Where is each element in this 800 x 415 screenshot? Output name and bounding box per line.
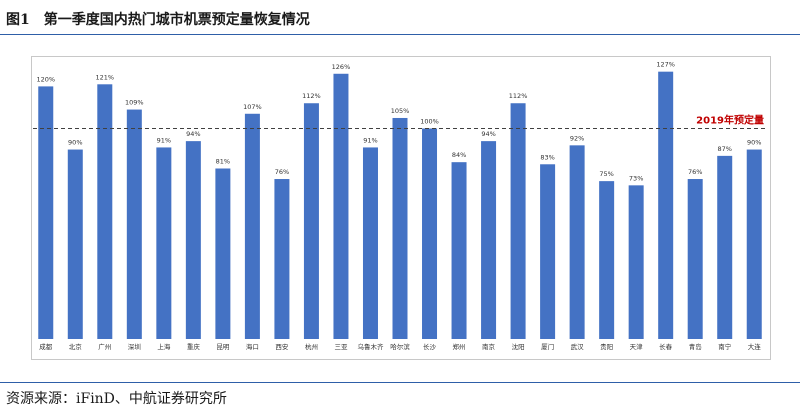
bar-南宁	[717, 155, 733, 339]
value-label-武汉: 92%	[570, 134, 584, 142]
category-label-昆明: 昆明	[216, 343, 230, 351]
bar-厦门	[540, 164, 556, 339]
category-label-广州: 广州	[98, 342, 111, 351]
value-label-沈阳: 112%	[509, 92, 528, 100]
value-label-长春: 127%	[656, 61, 675, 69]
title-bar: 图1 第一季度国内热门城市机票预定量恢复情况	[0, 0, 800, 35]
value-label-广州: 121%	[96, 73, 115, 81]
bar-西安	[274, 179, 290, 339]
value-label-郑州: 84%	[452, 151, 466, 159]
category-label-重庆: 重庆	[187, 342, 201, 351]
value-label-乌鲁木齐: 91%	[363, 136, 377, 144]
footer-divider	[0, 382, 800, 383]
value-label-贵阳: 75%	[599, 170, 613, 178]
value-label-杭州: 112%	[302, 92, 321, 100]
bar-上海	[156, 147, 172, 339]
category-label-天津: 天津	[630, 343, 644, 351]
category-label-三亚: 三亚	[334, 343, 348, 351]
category-label-贵阳: 贵阳	[600, 342, 613, 351]
value-label-海口: 107%	[243, 103, 262, 111]
bar-青岛	[687, 179, 703, 339]
value-label-北京: 90%	[68, 139, 82, 147]
category-label-南宁: 南宁	[718, 342, 732, 351]
category-label-郑州: 郑州	[453, 343, 466, 351]
value-label-厦门: 83%	[540, 153, 554, 161]
category-label-乌鲁木齐: 乌鲁木齐	[357, 342, 384, 351]
category-label-西安: 西安	[275, 342, 289, 351]
value-label-哈尔滨: 105%	[391, 107, 410, 115]
bar-天津	[628, 185, 644, 339]
bar-沈阳	[510, 103, 526, 339]
category-label-厦门: 厦门	[541, 342, 554, 351]
value-label-南宁: 87%	[717, 145, 731, 153]
value-label-上海: 91%	[157, 136, 171, 144]
category-label-武汉: 武汉	[571, 342, 585, 351]
bar-乌鲁木齐	[362, 147, 378, 339]
bar-南京	[481, 141, 497, 339]
bar-长春	[658, 71, 674, 340]
source-note: 资源来源：iFinD、中航证券研究所	[6, 391, 227, 407]
category-label-青岛: 青岛	[689, 342, 702, 351]
category-label-长春: 长春	[659, 342, 673, 351]
bar-郑州	[451, 162, 467, 339]
value-label-青岛: 76%	[688, 168, 702, 176]
category-label-上海: 上海	[157, 342, 171, 351]
category-label-长沙: 长沙	[423, 342, 437, 351]
category-label-杭州: 杭州	[305, 342, 318, 351]
reference-line-label: 2019年预定量	[696, 114, 764, 127]
bar-重庆	[185, 141, 201, 339]
value-label-昆明: 81%	[216, 158, 230, 166]
category-label-沈阳: 沈阳	[512, 342, 525, 351]
category-label-成都: 成都	[39, 342, 53, 351]
bar-北京	[67, 149, 83, 339]
value-label-重庆: 94%	[186, 130, 200, 138]
value-label-大连: 90%	[747, 139, 761, 147]
bar-武汉	[569, 145, 585, 339]
bar-深圳	[126, 109, 142, 339]
category-label-北京: 北京	[69, 342, 83, 351]
category-label-南京: 南京	[482, 342, 496, 351]
bar-成都	[38, 86, 54, 340]
bar-长沙	[422, 128, 438, 339]
bar-贵阳	[599, 181, 615, 340]
category-label-深圳: 深圳	[128, 342, 141, 351]
page-title: 图1 第一季度国内热门城市机票预定量恢复情况	[6, 12, 310, 28]
value-label-天津: 73%	[629, 174, 643, 182]
value-label-南京: 94%	[481, 130, 495, 138]
bar-chart: 120% 成都 90% 北京 121% 广州 109% 深圳 91% 上海 94% 重庆 81% 昆明 10…	[33, 61, 767, 351]
bar-昆明	[215, 168, 231, 339]
value-label-成都: 120%	[36, 75, 55, 83]
bar-三亚	[333, 73, 349, 339]
bar-大连	[746, 149, 762, 339]
category-label-大连: 大连	[748, 342, 762, 351]
bar-哈尔滨	[392, 117, 408, 339]
value-label-三亚: 126%	[332, 63, 351, 71]
category-label-哈尔滨: 哈尔滨	[390, 342, 410, 351]
value-label-深圳: 109%	[125, 99, 144, 107]
bar-杭州	[303, 103, 319, 339]
bar-广州	[97, 84, 113, 339]
value-label-长沙: 100%	[420, 118, 439, 126]
category-label-海口: 海口	[246, 342, 259, 351]
bar-海口	[244, 113, 260, 339]
value-label-西安: 76%	[275, 168, 289, 176]
